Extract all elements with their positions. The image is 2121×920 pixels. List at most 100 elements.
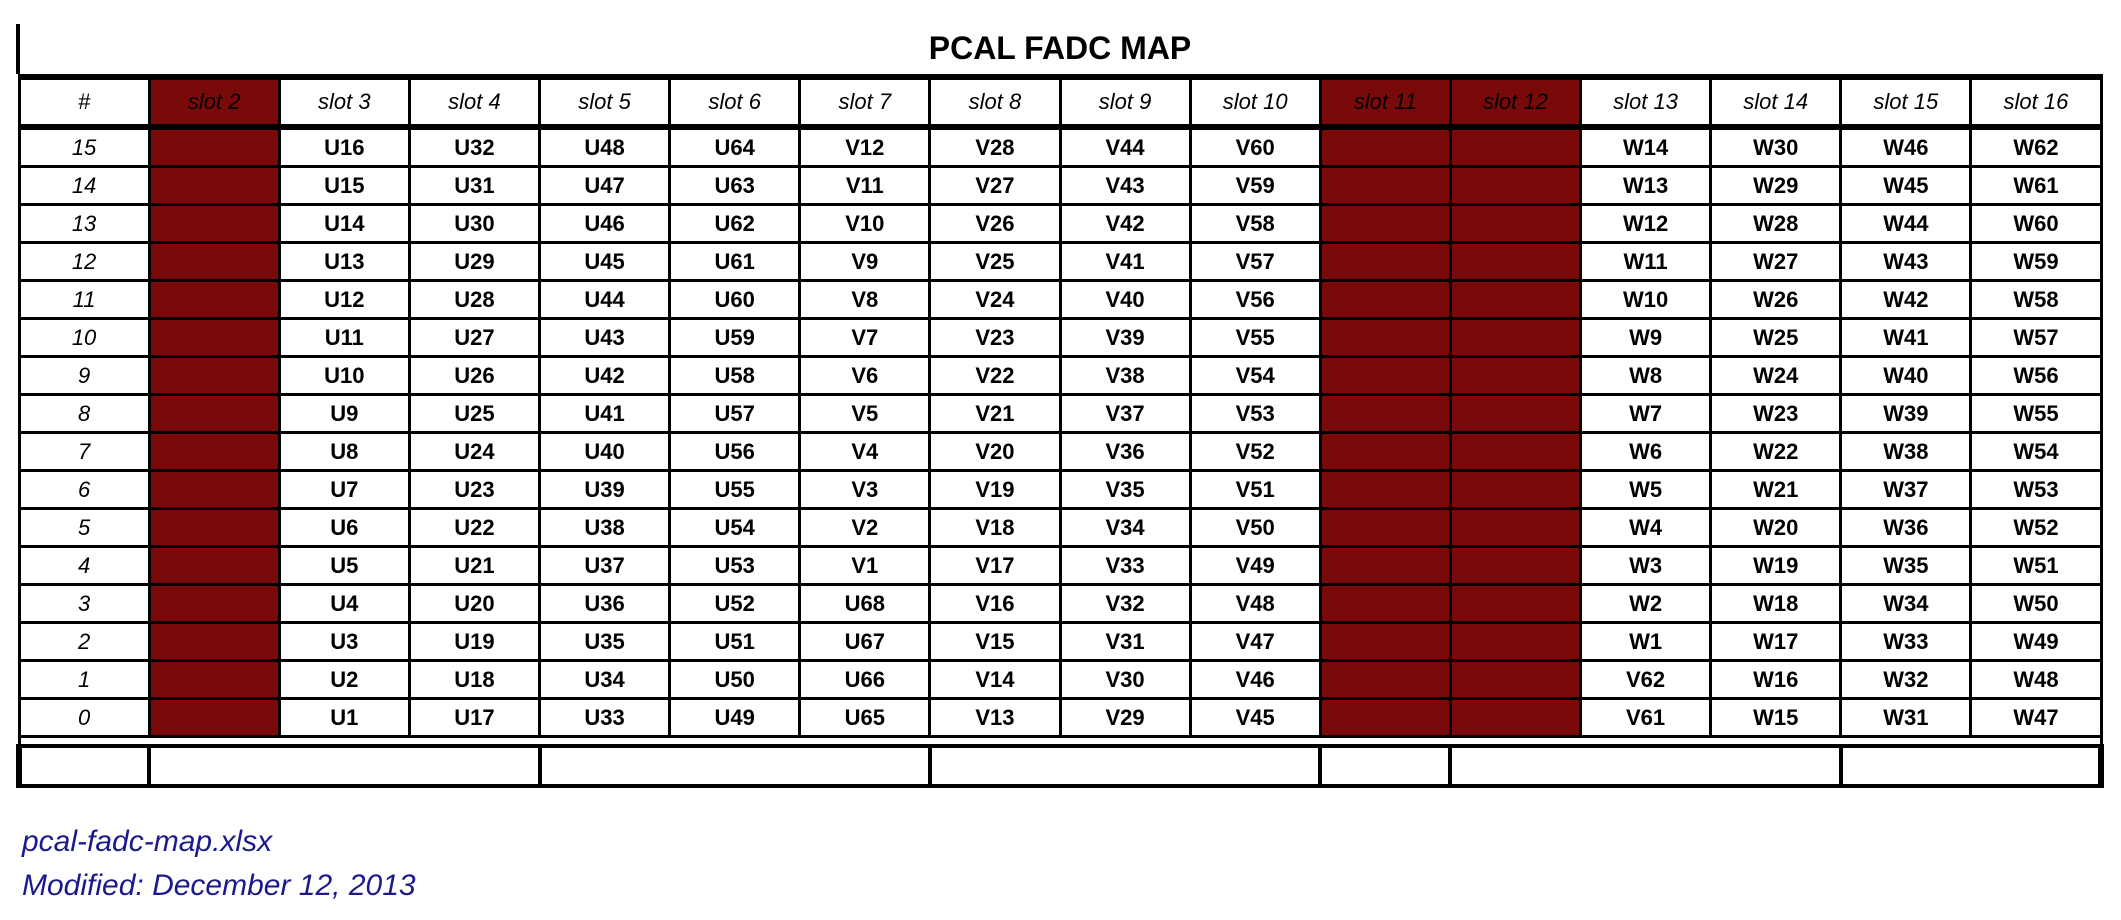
dead-slot-cell [147,697,281,738]
dead-slot-cell [1318,125,1452,168]
channel-cell: U57 [668,393,802,434]
channel-cell: U47 [537,165,672,206]
dead-slot-cell [1318,165,1452,206]
channel-cell: W40 [1839,355,1973,396]
row-number: 11 [17,279,151,320]
channel-cell: W17 [1709,621,1843,662]
channel-cell: W52 [1969,507,2103,548]
channel-cell: W48 [1969,659,2103,700]
row-number: 13 [17,203,151,244]
channel-cell: V41 [1058,241,1192,282]
table-row: 15 U16 U32 U48 U64 V12 V28 V44 V60 W14 W30 W46 W62 [17,125,2103,168]
channel-cell: U56 [668,431,802,472]
dead-slot-cell [1448,279,1583,320]
channel-cell: V4 [798,431,932,472]
header-cell-slot: slot 7 [798,74,932,130]
channel-cell: V53 [1188,393,1322,434]
channel-cell: U16 [277,125,411,168]
table-row: 5 U6 U22 U38 U54 V2 V18 V34 V50 W4 W20 W36 W52 [17,507,2103,548]
dead-slot-cell [1318,659,1452,700]
header-row: # slot 2 slot 3 slot 4 slot 5 slot 6 slot 7 slo… [17,74,2103,130]
channel-cell: V51 [1188,469,1322,510]
channel-cell: U68 [798,583,932,624]
row-number: 6 [17,469,151,510]
channel-cell: V18 [928,507,1062,548]
channel-cell: U67 [798,621,932,662]
channel-cell: V54 [1188,355,1322,396]
dead-slot-cell [1448,317,1583,358]
channel-cell: W43 [1839,241,1973,282]
channel-cell: U15 [277,165,411,206]
channel-cell: U1 [277,697,411,738]
channel-cell: U61 [668,241,802,282]
channel-cell: V23 [928,317,1062,358]
channel-cell: V14 [928,659,1062,700]
channel-cell: V15 [928,621,1062,662]
dead-slot-cell [1318,545,1452,586]
page-title: PCAL FADC MAP [928,30,1192,66]
dead-slot-cell [147,621,281,662]
channel-cell: U38 [537,507,672,548]
channel-cell: V61 [1578,697,1713,738]
channel-cell: V30 [1058,659,1192,700]
channel-cell: U39 [537,469,672,510]
channel-cell: W60 [1969,203,2103,244]
dead-slot-cell [1448,545,1583,586]
channel-cell: W16 [1709,659,1843,700]
channel-cell: W19 [1709,545,1843,586]
row-number: 1 [17,659,151,700]
header-cell-slot: slot 13 [1578,74,1713,130]
channel-cell: W5 [1578,469,1713,510]
channel-cell: U4 [277,583,411,624]
dead-slot-cell [1448,203,1583,244]
channel-cell: W50 [1969,583,2103,624]
channel-cell: V50 [1188,507,1322,548]
dead-slot-cell [1318,317,1452,358]
channel-cell: U54 [668,507,802,548]
dead-slot-cell [1448,355,1583,396]
channel-cell: W46 [1839,125,1973,168]
channel-cell: V46 [1188,659,1322,700]
channel-cell: U41 [537,393,672,434]
filename-note: pcal-fadc-map.xlsx [22,825,273,858]
table-row: 8 U9 U25 U41 U57 V5 V21 V37 V53 W7 W23 W39 W55 [17,393,2103,434]
dead-slot-cell [1318,431,1452,472]
footer-cell [927,744,1323,788]
channel-cell: U58 [668,355,802,396]
channel-cell: U2 [277,659,411,700]
modified-note: Modified: December 12, 2013 [22,869,416,902]
row-number: 8 [17,393,151,434]
header-cell-slot: slot 2 [147,74,281,130]
header-cell-slot: slot 12 [1448,74,1583,130]
channel-cell: W47 [1969,697,2103,738]
channel-cell: U6 [277,507,411,548]
footer-row [15,744,2105,788]
channel-cell: V36 [1058,431,1192,472]
dead-slot-cell [1318,697,1452,738]
channel-cell: W37 [1839,469,1973,510]
channel-cell: U49 [668,697,802,738]
channel-cell: U52 [668,583,802,624]
channel-cell: W8 [1578,355,1713,396]
channel-cell: W61 [1969,165,2103,206]
channel-cell: V20 [928,431,1062,472]
channel-cell: W15 [1709,697,1843,738]
channel-cell: W21 [1709,469,1843,510]
channel-cell: U50 [668,659,802,700]
footer-cell [15,744,152,788]
channel-cell: W51 [1969,545,2103,586]
channel-cell: U19 [407,621,542,662]
row-number: 2 [17,621,151,662]
row-number: 12 [17,241,151,282]
dead-slot-cell [1448,697,1583,738]
header-cell-slot: slot 3 [277,74,411,130]
table-row: 13 U14 U30 U46 U62 V10 V26 V42 V58 W12 W28 W44 W60 [17,203,2103,244]
dead-slot-cell [147,431,281,472]
channel-cell: W44 [1839,203,1973,244]
channel-cell: V58 [1188,203,1322,244]
channel-cell: V37 [1058,393,1192,434]
channel-cell: V60 [1188,125,1322,168]
row-number: 10 [17,317,151,358]
channel-cell: V48 [1188,583,1322,624]
channel-cell: W28 [1709,203,1843,244]
